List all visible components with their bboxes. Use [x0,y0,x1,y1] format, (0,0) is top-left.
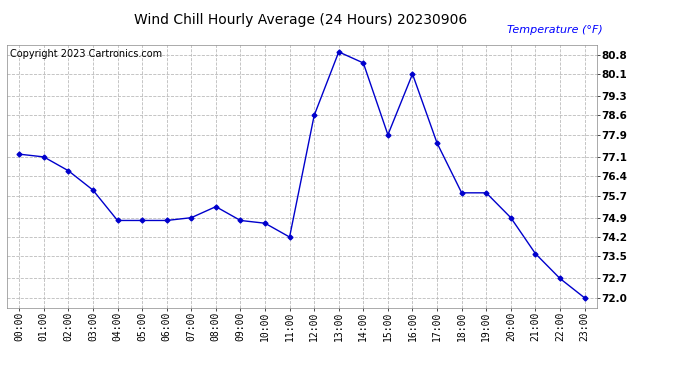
Text: Copyright 2023 Cartronics.com: Copyright 2023 Cartronics.com [10,49,162,59]
Text: Wind Chill Hourly Average (24 Hours) 20230906: Wind Chill Hourly Average (24 Hours) 202… [134,13,466,27]
Text: Temperature (°F): Temperature (°F) [507,24,603,34]
